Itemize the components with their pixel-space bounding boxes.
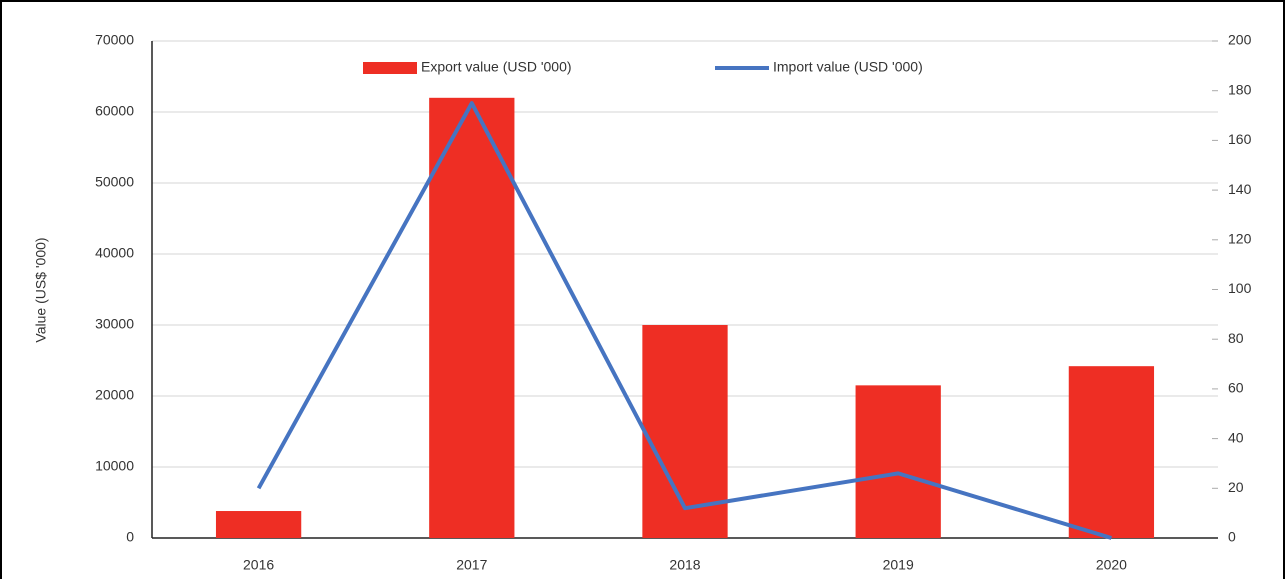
legend-label: Export value (USD '000) [421, 59, 572, 75]
y2-tick-label: 180 [1228, 81, 1252, 97]
x-tick-label: 2020 [1096, 557, 1127, 573]
y-tick-label: 40000 [95, 245, 134, 261]
y2-tick-label: 80 [1228, 330, 1244, 346]
legend-swatch [363, 62, 417, 74]
y-tick-label: 70000 [95, 32, 134, 48]
y2-tick-label: 160 [1228, 131, 1252, 147]
line [256, 101, 1112, 540]
y-tick-label: 50000 [95, 174, 134, 190]
x-tick-label: 2017 [456, 557, 487, 573]
y-tick-label: 30000 [95, 316, 134, 332]
x-tick-label: 2016 [243, 557, 274, 573]
bar [429, 97, 515, 539]
x-tick-label: 2019 [883, 557, 914, 573]
y2-tick-label: 0 [1228, 529, 1236, 545]
y2-tick-label: 40 [1228, 429, 1244, 445]
y2-tick-label: 20 [1228, 479, 1244, 495]
y2-tick-label: 200 [1228, 32, 1252, 48]
y-tick-label: 0 [126, 529, 134, 545]
y-tick-label: 10000 [95, 458, 134, 474]
bar [1068, 366, 1155, 538]
y-axis-label: Value (US$ '000) [33, 237, 49, 342]
bar [215, 511, 302, 538]
y-tick-label: 20000 [95, 387, 134, 403]
y-tick-label: 60000 [95, 103, 134, 119]
legend-label: Import value (USD '000) [773, 59, 923, 75]
y2-tick-label: 60 [1228, 380, 1244, 396]
y2-tick-label: 100 [1228, 280, 1252, 296]
y2-tick-label: 140 [1228, 181, 1252, 197]
y2-tick-label: 120 [1228, 231, 1252, 247]
bar [855, 385, 941, 538]
x-tick-label: 2018 [669, 557, 700, 573]
